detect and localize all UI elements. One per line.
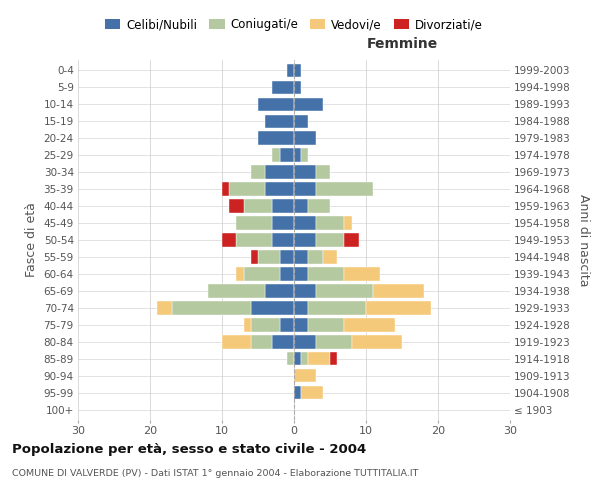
Bar: [244, 200, 272, 212]
Bar: [229, 182, 265, 196]
Bar: [272, 234, 294, 246]
Bar: [294, 234, 316, 246]
Bar: [272, 336, 294, 348]
Bar: [294, 166, 316, 178]
Bar: [258, 132, 294, 144]
Bar: [258, 250, 280, 264]
Bar: [294, 250, 308, 264]
Bar: [316, 234, 344, 246]
Bar: [344, 234, 359, 246]
Text: Popolazione per età, sesso e stato civile - 2004: Popolazione per età, sesso e stato civil…: [12, 442, 366, 456]
Bar: [272, 148, 280, 162]
Bar: [265, 166, 294, 178]
Bar: [294, 318, 308, 332]
Bar: [172, 302, 251, 314]
Bar: [308, 318, 344, 332]
Bar: [308, 200, 330, 212]
Bar: [251, 250, 258, 264]
Bar: [294, 216, 316, 230]
Bar: [265, 114, 294, 128]
Bar: [222, 182, 229, 196]
Bar: [294, 114, 308, 128]
Bar: [294, 132, 316, 144]
Bar: [344, 318, 395, 332]
Bar: [236, 234, 272, 246]
Legend: Celibi/Nubili, Coniugati/e, Vedovi/e, Divorziati/e: Celibi/Nubili, Coniugati/e, Vedovi/e, Di…: [100, 14, 488, 36]
Bar: [294, 80, 301, 94]
Bar: [222, 234, 236, 246]
Bar: [301, 148, 308, 162]
Bar: [272, 216, 294, 230]
Bar: [208, 284, 265, 298]
Bar: [294, 268, 308, 280]
Bar: [280, 318, 294, 332]
Y-axis label: Anni di nascita: Anni di nascita: [577, 194, 590, 286]
Bar: [294, 284, 316, 298]
Text: COMUNE DI VALVERDE (PV) - Dati ISTAT 1° gennaio 2004 - Elaborazione TUTTITALIA.I: COMUNE DI VALVERDE (PV) - Dati ISTAT 1° …: [12, 469, 418, 478]
Bar: [323, 250, 337, 264]
Bar: [316, 166, 330, 178]
Bar: [294, 200, 308, 212]
Bar: [352, 336, 402, 348]
Bar: [308, 352, 330, 366]
Bar: [280, 148, 294, 162]
Bar: [236, 216, 272, 230]
Bar: [157, 302, 172, 314]
Bar: [316, 182, 373, 196]
Bar: [280, 268, 294, 280]
Bar: [294, 148, 301, 162]
Bar: [316, 284, 373, 298]
Bar: [294, 336, 316, 348]
Bar: [308, 302, 366, 314]
Bar: [272, 80, 294, 94]
Bar: [265, 284, 294, 298]
Bar: [251, 166, 265, 178]
Bar: [294, 302, 308, 314]
Bar: [280, 250, 294, 264]
Bar: [222, 336, 251, 348]
Bar: [373, 284, 424, 298]
Bar: [244, 268, 280, 280]
Text: Femmine: Femmine: [367, 37, 437, 51]
Y-axis label: Fasce di età: Fasce di età: [25, 202, 38, 278]
Bar: [272, 200, 294, 212]
Bar: [287, 352, 294, 366]
Bar: [265, 182, 294, 196]
Bar: [294, 182, 316, 196]
Bar: [236, 268, 244, 280]
Bar: [251, 336, 272, 348]
Bar: [344, 216, 352, 230]
Bar: [229, 200, 244, 212]
Bar: [294, 98, 323, 111]
Bar: [258, 98, 294, 111]
Bar: [294, 352, 301, 366]
Bar: [316, 336, 352, 348]
Bar: [294, 386, 301, 400]
Bar: [294, 64, 301, 77]
Bar: [287, 64, 294, 77]
Bar: [308, 250, 323, 264]
Bar: [251, 302, 294, 314]
Bar: [301, 386, 323, 400]
Bar: [316, 216, 344, 230]
Bar: [244, 318, 251, 332]
Bar: [344, 268, 380, 280]
Bar: [308, 268, 344, 280]
Bar: [251, 318, 280, 332]
Bar: [366, 302, 431, 314]
Bar: [294, 369, 316, 382]
Bar: [330, 352, 337, 366]
Bar: [301, 352, 308, 366]
